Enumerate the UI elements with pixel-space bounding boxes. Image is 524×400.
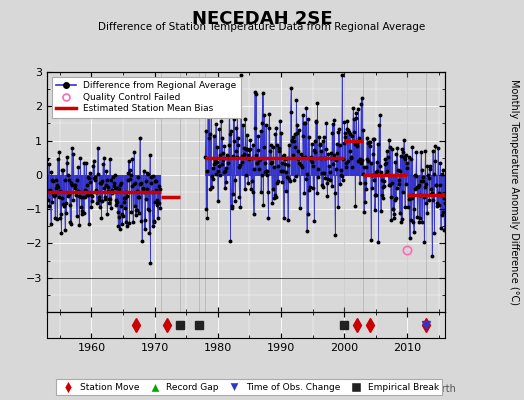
- Text: Berkeley Earth: Berkeley Earth: [384, 384, 456, 394]
- Text: Monthly Temperature Anomaly Difference (°C): Monthly Temperature Anomaly Difference (…: [509, 79, 519, 305]
- Text: NECEDAH 2SE: NECEDAH 2SE: [192, 10, 332, 28]
- Text: Difference of Station Temperature Data from Regional Average: Difference of Station Temperature Data f…: [99, 22, 425, 32]
- Legend: Difference from Regional Average, Quality Control Failed, Estimated Station Mean: Difference from Regional Average, Qualit…: [52, 76, 241, 118]
- Legend: Station Move, Record Gap, Time of Obs. Change, Empirical Break: Station Move, Record Gap, Time of Obs. C…: [56, 379, 442, 396]
